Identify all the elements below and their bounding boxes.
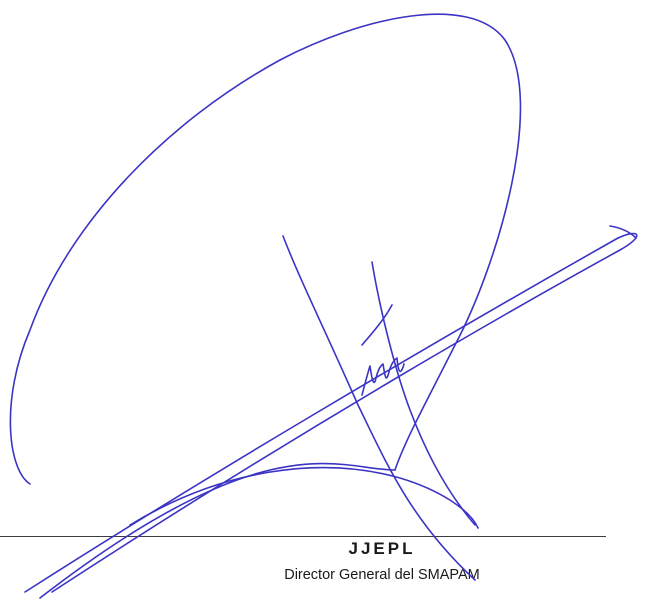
signature-arc-stroke	[129, 466, 479, 529]
signature-cross-stroke	[361, 304, 393, 346]
signature-line	[0, 536, 606, 537]
signer-name: JJEPL	[348, 539, 416, 558]
signature-diagonal-return-stroke	[51, 232, 638, 593]
signature-loop-stroke	[9, 13, 522, 485]
signer-title: Director General del SMAPAM	[284, 567, 480, 583]
signature-diagonal-stroke	[24, 237, 619, 593]
signature-descender-stroke	[282, 235, 476, 581]
signature-second-descender-stroke	[371, 261, 476, 526]
signature-initials-stroke	[361, 357, 405, 396]
signature-flourish-stroke	[39, 462, 396, 599]
signature-tail-stroke	[609, 225, 637, 239]
